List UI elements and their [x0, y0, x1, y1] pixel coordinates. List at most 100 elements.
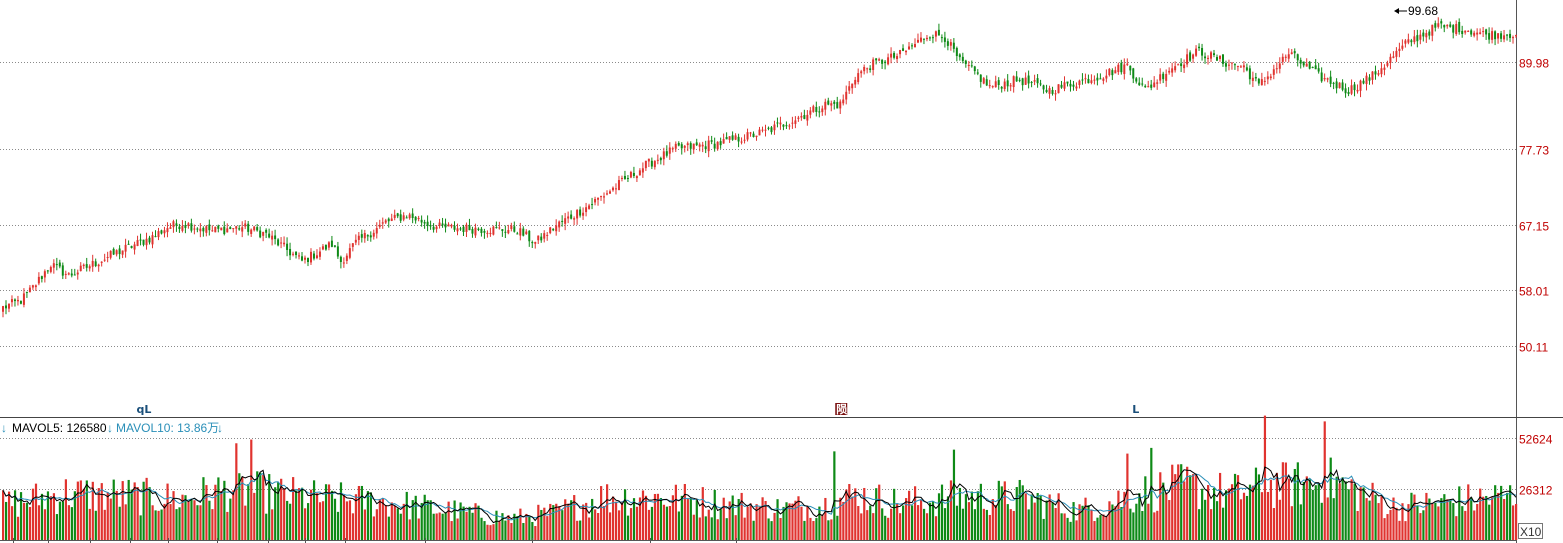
candle[interactable] [964, 59, 967, 68]
candle[interactable] [806, 110, 809, 126]
volume-bar[interactable] [606, 484, 609, 540]
volume-bar[interactable] [668, 506, 672, 540]
volume-bar[interactable] [1410, 492, 1413, 540]
volume-bar[interactable] [318, 502, 322, 540]
candle[interactable] [689, 141, 692, 155]
candle[interactable] [1054, 89, 1057, 101]
volume-bar[interactable] [1087, 505, 1090, 540]
volume-bar[interactable] [594, 509, 597, 540]
legend-down-arrow-icon[interactable]: ↓ [1, 421, 7, 435]
candle[interactable] [172, 219, 175, 233]
volume-bar[interactable] [896, 503, 899, 540]
volume-bar[interactable] [656, 493, 660, 540]
candle[interactable] [130, 245, 133, 249]
volume-bar[interactable] [1183, 481, 1186, 540]
volume-bar[interactable] [1057, 493, 1060, 540]
candle[interactable] [899, 49, 902, 59]
volume-bar[interactable] [1111, 504, 1114, 540]
volume-bar[interactable] [1488, 504, 1491, 540]
candle[interactable] [1006, 74, 1009, 92]
volume-bar[interactable] [1015, 487, 1018, 540]
volume-bar[interactable] [629, 508, 633, 540]
candle[interactable] [1437, 17, 1440, 29]
candle[interactable] [58, 259, 61, 269]
volume-bar[interactable] [1392, 497, 1395, 540]
candle[interactable] [994, 75, 997, 88]
candle[interactable] [680, 142, 683, 155]
volume-bar[interactable] [1269, 479, 1273, 540]
volume-bar[interactable] [417, 518, 420, 540]
candle[interactable] [1144, 84, 1147, 88]
candle[interactable] [441, 217, 444, 228]
candle[interactable] [1290, 48, 1293, 55]
candle[interactable] [1413, 29, 1416, 45]
candle[interactable] [908, 42, 911, 51]
volume-bar[interactable] [202, 477, 205, 540]
volume-bar[interactable] [725, 518, 728, 540]
candle[interactable] [809, 107, 812, 119]
volume-bar[interactable] [504, 520, 507, 540]
candle[interactable] [934, 30, 937, 42]
candle[interactable] [707, 135, 710, 158]
candle[interactable] [420, 215, 423, 227]
candle[interactable] [668, 142, 671, 160]
volume-bar[interactable] [220, 491, 223, 540]
candle[interactable] [884, 59, 887, 70]
candle[interactable] [91, 254, 94, 272]
volume-bar[interactable] [247, 484, 250, 540]
volume-bar[interactable] [70, 507, 73, 540]
candle[interactable] [1500, 30, 1503, 43]
candle[interactable] [309, 248, 312, 265]
candle[interactable] [1138, 77, 1141, 87]
volume-bar[interactable] [1189, 475, 1192, 540]
volume-bar[interactable] [791, 503, 794, 540]
candle[interactable] [1479, 28, 1482, 35]
volume-bar[interactable] [1329, 457, 1332, 540]
candle[interactable] [97, 263, 100, 272]
candle[interactable] [698, 142, 701, 152]
candle[interactable] [1204, 52, 1207, 64]
candle[interactable] [118, 245, 121, 260]
candle[interactable] [465, 222, 468, 238]
volume-bar[interactable] [1108, 501, 1111, 540]
candle[interactable] [94, 258, 97, 268]
candle[interactable] [626, 175, 629, 183]
volume-bar[interactable] [1515, 504, 1518, 540]
volume-bar[interactable] [408, 519, 411, 540]
volume-bar[interactable] [785, 502, 788, 540]
candle[interactable] [776, 117, 779, 128]
candle[interactable] [1380, 62, 1383, 78]
volume-bar[interactable] [737, 498, 740, 540]
volume-bar[interactable] [345, 501, 349, 540]
volume-bar[interactable] [450, 521, 453, 540]
candle[interactable] [384, 218, 387, 225]
volume-bar[interactable] [561, 510, 564, 540]
candle[interactable] [1377, 69, 1380, 77]
candle[interactable] [363, 229, 366, 243]
candle[interactable] [830, 100, 833, 112]
candle[interactable] [919, 32, 922, 43]
volume-bar[interactable] [474, 503, 477, 540]
volume-bar[interactable] [501, 513, 504, 540]
candle[interactable] [372, 229, 375, 240]
candle[interactable] [1386, 60, 1389, 68]
candle[interactable] [351, 242, 354, 252]
candle[interactable] [647, 158, 650, 168]
candle[interactable] [866, 67, 869, 74]
volume-bar[interactable] [902, 505, 905, 540]
candle[interactable] [292, 251, 295, 257]
candle[interactable] [504, 225, 507, 239]
volume-bar[interactable] [698, 517, 701, 540]
volume-bar[interactable] [438, 512, 441, 540]
candle[interactable] [902, 44, 905, 52]
volume-bar[interactable] [315, 493, 319, 540]
volume-bar[interactable] [1245, 495, 1249, 540]
candle[interactable] [1159, 68, 1162, 84]
candle[interactable] [728, 136, 731, 143]
candle[interactable] [922, 38, 925, 45]
candle[interactable] [827, 97, 830, 106]
volume-bar[interactable] [1464, 510, 1467, 540]
volume-bar[interactable] [510, 523, 513, 540]
candle[interactable] [519, 222, 522, 241]
candle[interactable] [1198, 43, 1201, 51]
